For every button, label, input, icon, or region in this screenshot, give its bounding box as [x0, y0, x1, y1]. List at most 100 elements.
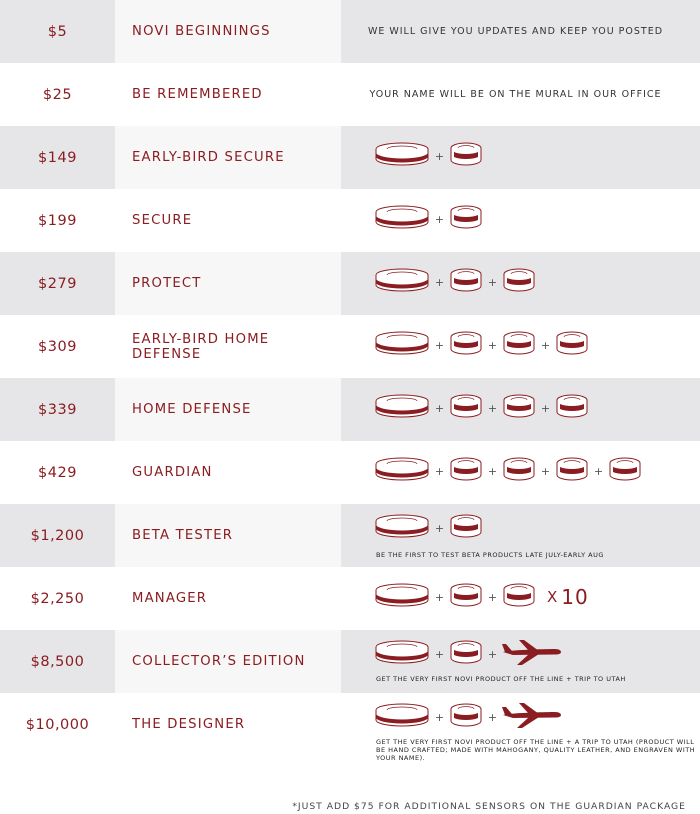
pledge-tier-row: $429 GUARDIAN + + + + — [0, 441, 700, 504]
hub-icon — [373, 455, 431, 487]
plus-sign: + — [434, 590, 445, 604]
tier-name: EARLY-BIRD HOME DEFENSE — [132, 331, 270, 362]
sensor-icon — [448, 581, 484, 613]
airplane-icon — [501, 701, 563, 733]
pledge-tier-row: $10,000 THE DESIGNER + + GET THE VERY FIR… — [0, 693, 700, 785]
multiplier-symbol: X — [547, 588, 558, 606]
tier-price: $339 — [0, 378, 115, 441]
tier-name: HOME DEFENSE — [115, 378, 341, 441]
tier-name: NOVI BEGINNINGS — [115, 0, 341, 63]
hub-icon — [373, 266, 431, 298]
tier-price: $279 — [0, 252, 115, 315]
pledge-tier-row: $309 EARLY-BIRD HOME DEFENSE + + + — [0, 315, 700, 378]
tier-items: + — [373, 514, 484, 542]
sensor-icon — [554, 392, 590, 424]
tier-items: + — [373, 142, 484, 170]
plus-sign: + — [593, 464, 604, 478]
tier-reward: + + GET THE VERY FIRST NOVI PRODUCT OFF … — [341, 693, 700, 785]
airplane-icon — [501, 638, 563, 670]
hub-icon — [373, 392, 431, 424]
sensor-icon — [448, 140, 484, 172]
tier-reward: + + + + — [341, 441, 700, 504]
tier-items: + + X 10 — [373, 583, 589, 611]
pledge-tier-row: $149 EARLY-BIRD SECURE + — [0, 126, 700, 189]
tier-items: + + + + — [373, 457, 643, 485]
hub-icon — [373, 329, 431, 361]
plus-sign: + — [487, 464, 498, 478]
sensor-icon — [448, 329, 484, 361]
sensor-icon — [448, 266, 484, 298]
plus-sign: + — [434, 521, 445, 535]
plus-sign: + — [434, 149, 445, 163]
hub-icon — [373, 140, 431, 172]
plus-sign: + — [487, 590, 498, 604]
plus-sign: + — [434, 212, 445, 226]
plus-sign: + — [434, 275, 445, 289]
sensor-icon — [448, 203, 484, 235]
pledge-tier-row: $279 PROTECT + + — [0, 252, 700, 315]
tier-price: $10,000 — [25, 716, 90, 733]
tier-name: GUARDIAN — [132, 465, 213, 480]
tier-items: + + + — [373, 331, 590, 359]
sensor-icon — [501, 266, 537, 298]
tier-reward: + + X 10 — [341, 567, 700, 630]
tier-items: + + — [373, 268, 537, 296]
pledge-tier-row: $5 NOVI BEGINNINGS WE WILL GIVE YOU UPDATE… — [0, 0, 700, 63]
tier-price: $8,500 — [0, 630, 115, 693]
tier-price: $199 — [38, 212, 77, 229]
sensor-icon — [448, 512, 484, 544]
tier-note: GET THE VERY FIRST NOVI PRODUCT OFF THE … — [376, 738, 696, 762]
pledge-tier-row: $199 SECURE + — [0, 189, 700, 252]
tier-reward: + + + — [341, 315, 700, 378]
tier-price: $149 — [0, 126, 115, 189]
sensor-icon — [501, 329, 537, 361]
tier-reward: WE WILL GIVE YOU UPDATES AND KEEP YOU PO… — [341, 0, 700, 63]
sensor-icon — [448, 701, 484, 733]
plus-sign: + — [487, 401, 498, 415]
plus-sign: + — [434, 464, 445, 478]
multiplier-value: 10 — [561, 585, 589, 609]
sensor-icon — [607, 455, 643, 487]
tier-name: EARLY-BIRD SECURE — [115, 126, 341, 189]
pledge-tier-row: $1,200 BETA TESTER + BE THE FIRST TO TEST… — [0, 504, 700, 567]
tier-items: + + — [373, 703, 563, 731]
plus-sign: + — [434, 647, 445, 661]
tier-reward-text: WE WILL GIVE YOU UPDATES AND KEEP YOU PO… — [367, 26, 664, 37]
pledge-tier-row: $2,250 MANAGER + + X 10 — [0, 567, 700, 630]
tier-reward: + — [341, 126, 700, 189]
tier-reward: + + + — [341, 378, 700, 441]
hub-icon — [373, 638, 431, 670]
hub-icon — [373, 203, 431, 235]
plus-sign: + — [487, 710, 498, 724]
tier-reward-text: YOUR NAME WILL BE ON THE MURAL IN OUR OF… — [369, 89, 662, 100]
tier-price: $25 — [42, 86, 73, 103]
tier-price: $429 — [38, 464, 77, 481]
tier-reward: + + GET THE VERY FIRST NOVI PRODUCT OFF … — [341, 630, 700, 693]
sensor-icon — [501, 581, 537, 613]
tier-name: MANAGER — [132, 591, 208, 606]
plus-sign: + — [487, 275, 498, 289]
footnote: *JUST ADD $75 FOR ADDITIONAL SENSORS ON … — [292, 801, 686, 812]
sensor-icon — [501, 392, 537, 424]
sensor-icon — [448, 392, 484, 424]
sensor-icon — [554, 455, 590, 487]
tier-items: + — [373, 205, 484, 233]
tier-items: + + + — [373, 394, 590, 422]
sensor-icon — [554, 329, 590, 361]
tier-reward: YOUR NAME WILL BE ON THE MURAL IN OUR OF… — [341, 63, 700, 126]
tier-name: COLLECTOR’S EDITION — [115, 630, 341, 693]
sensor-icon — [501, 455, 537, 487]
tier-name: BE REMEMBERED — [132, 87, 263, 102]
tier-reward: + + — [341, 252, 700, 315]
hub-icon — [373, 512, 431, 544]
tier-name: SECURE — [132, 213, 193, 228]
tier-note: GET THE VERY FIRST NOVI PRODUCT OFF THE … — [376, 675, 626, 683]
tier-reward: + — [341, 189, 700, 252]
hub-icon — [373, 701, 431, 733]
hub-icon — [373, 581, 431, 613]
pledge-tier-row: $8,500 COLLECTOR’S EDITION + + GET THE VE… — [0, 630, 700, 693]
sensor-icon — [448, 638, 484, 670]
tier-price: $5 — [0, 0, 115, 63]
sensor-icon — [448, 455, 484, 487]
tier-note: BE THE FIRST TO TEST BETA PRODUCTS LATE … — [376, 551, 604, 559]
